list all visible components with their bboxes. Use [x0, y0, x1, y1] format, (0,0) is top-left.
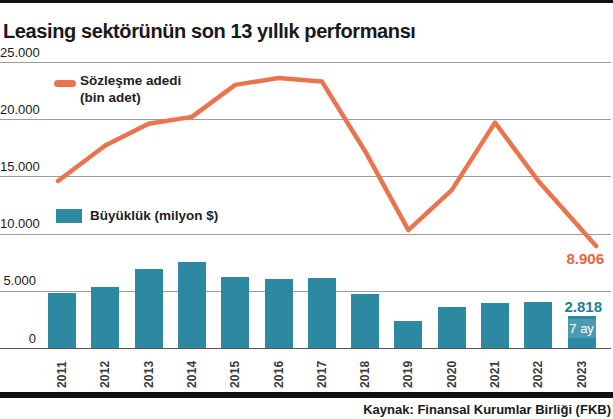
line-last-value-label: 8.906 — [566, 250, 604, 267]
y-axis-label: 10.000 — [0, 216, 36, 232]
bar-2015 — [221, 277, 249, 348]
bar-legend-swatch — [56, 209, 82, 223]
y-axis-label: 25.000 — [0, 45, 36, 61]
x-axis-label-2018: 2018 — [358, 348, 372, 388]
x-axis-label-2022: 2022 — [531, 348, 545, 388]
x-axis-label-2016: 2016 — [272, 348, 286, 388]
bar-last-value-label: 2.818 — [564, 298, 602, 315]
gridline — [0, 62, 611, 63]
x-axis-label-2012: 2012 — [98, 348, 112, 388]
gridline — [0, 119, 611, 120]
bar-2011 — [48, 293, 76, 348]
bar-2022 — [524, 302, 552, 348]
bar-2016 — [265, 279, 293, 348]
x-axis-label-2011: 2011 — [55, 348, 69, 388]
x-axis-label-2023: 2023 — [575, 348, 589, 388]
x-axis-label-2014: 2014 — [185, 348, 199, 388]
x-axis-label-2015: 2015 — [228, 348, 242, 388]
x-axis-label-2017: 2017 — [315, 348, 329, 388]
gridline — [0, 348, 611, 349]
y-axis-label: 20.000 — [0, 102, 36, 118]
bottom-rule — [0, 392, 613, 398]
line-legend-label-main: Sözleşme adedi — [80, 72, 181, 89]
x-axis-label-2020: 2020 — [445, 348, 459, 388]
bar-2017 — [308, 278, 336, 348]
line-legend-label: Sözleşme adedi (bin adet) — [80, 72, 181, 106]
line-legend-swatch — [54, 80, 76, 87]
y-axis-label: 5.000 — [0, 273, 36, 289]
x-axis-label-2019: 2019 — [401, 348, 415, 388]
chart-area: 0 5.000 10.000 15.000 20.000 25.000 2011 2012 2… — [0, 0, 613, 419]
x-axis-label-2013: 2013 — [142, 348, 156, 388]
bar-2020 — [438, 307, 466, 348]
y-axis-label: 0 — [0, 331, 36, 347]
source-credit: Kaynak: Finansal Kurumlar Birliği (FKB) — [363, 402, 611, 417]
y-axis-label: 15.000 — [0, 159, 36, 175]
bar-2021 — [481, 303, 509, 348]
line-legend-label-sub: (bin adet) — [80, 89, 181, 106]
seven-month-note: 7 ay — [568, 319, 596, 338]
gridline — [0, 234, 611, 235]
x-axis-label-2021: 2021 — [488, 348, 502, 388]
bar-legend-label: Büyüklük (milyon $) — [90, 208, 218, 223]
bar-2012 — [91, 287, 119, 348]
gridline — [0, 176, 611, 177]
bar-2013 — [135, 269, 163, 348]
bar-2018 — [351, 294, 379, 348]
bar-2019 — [394, 321, 422, 349]
bar-2014 — [178, 262, 206, 348]
